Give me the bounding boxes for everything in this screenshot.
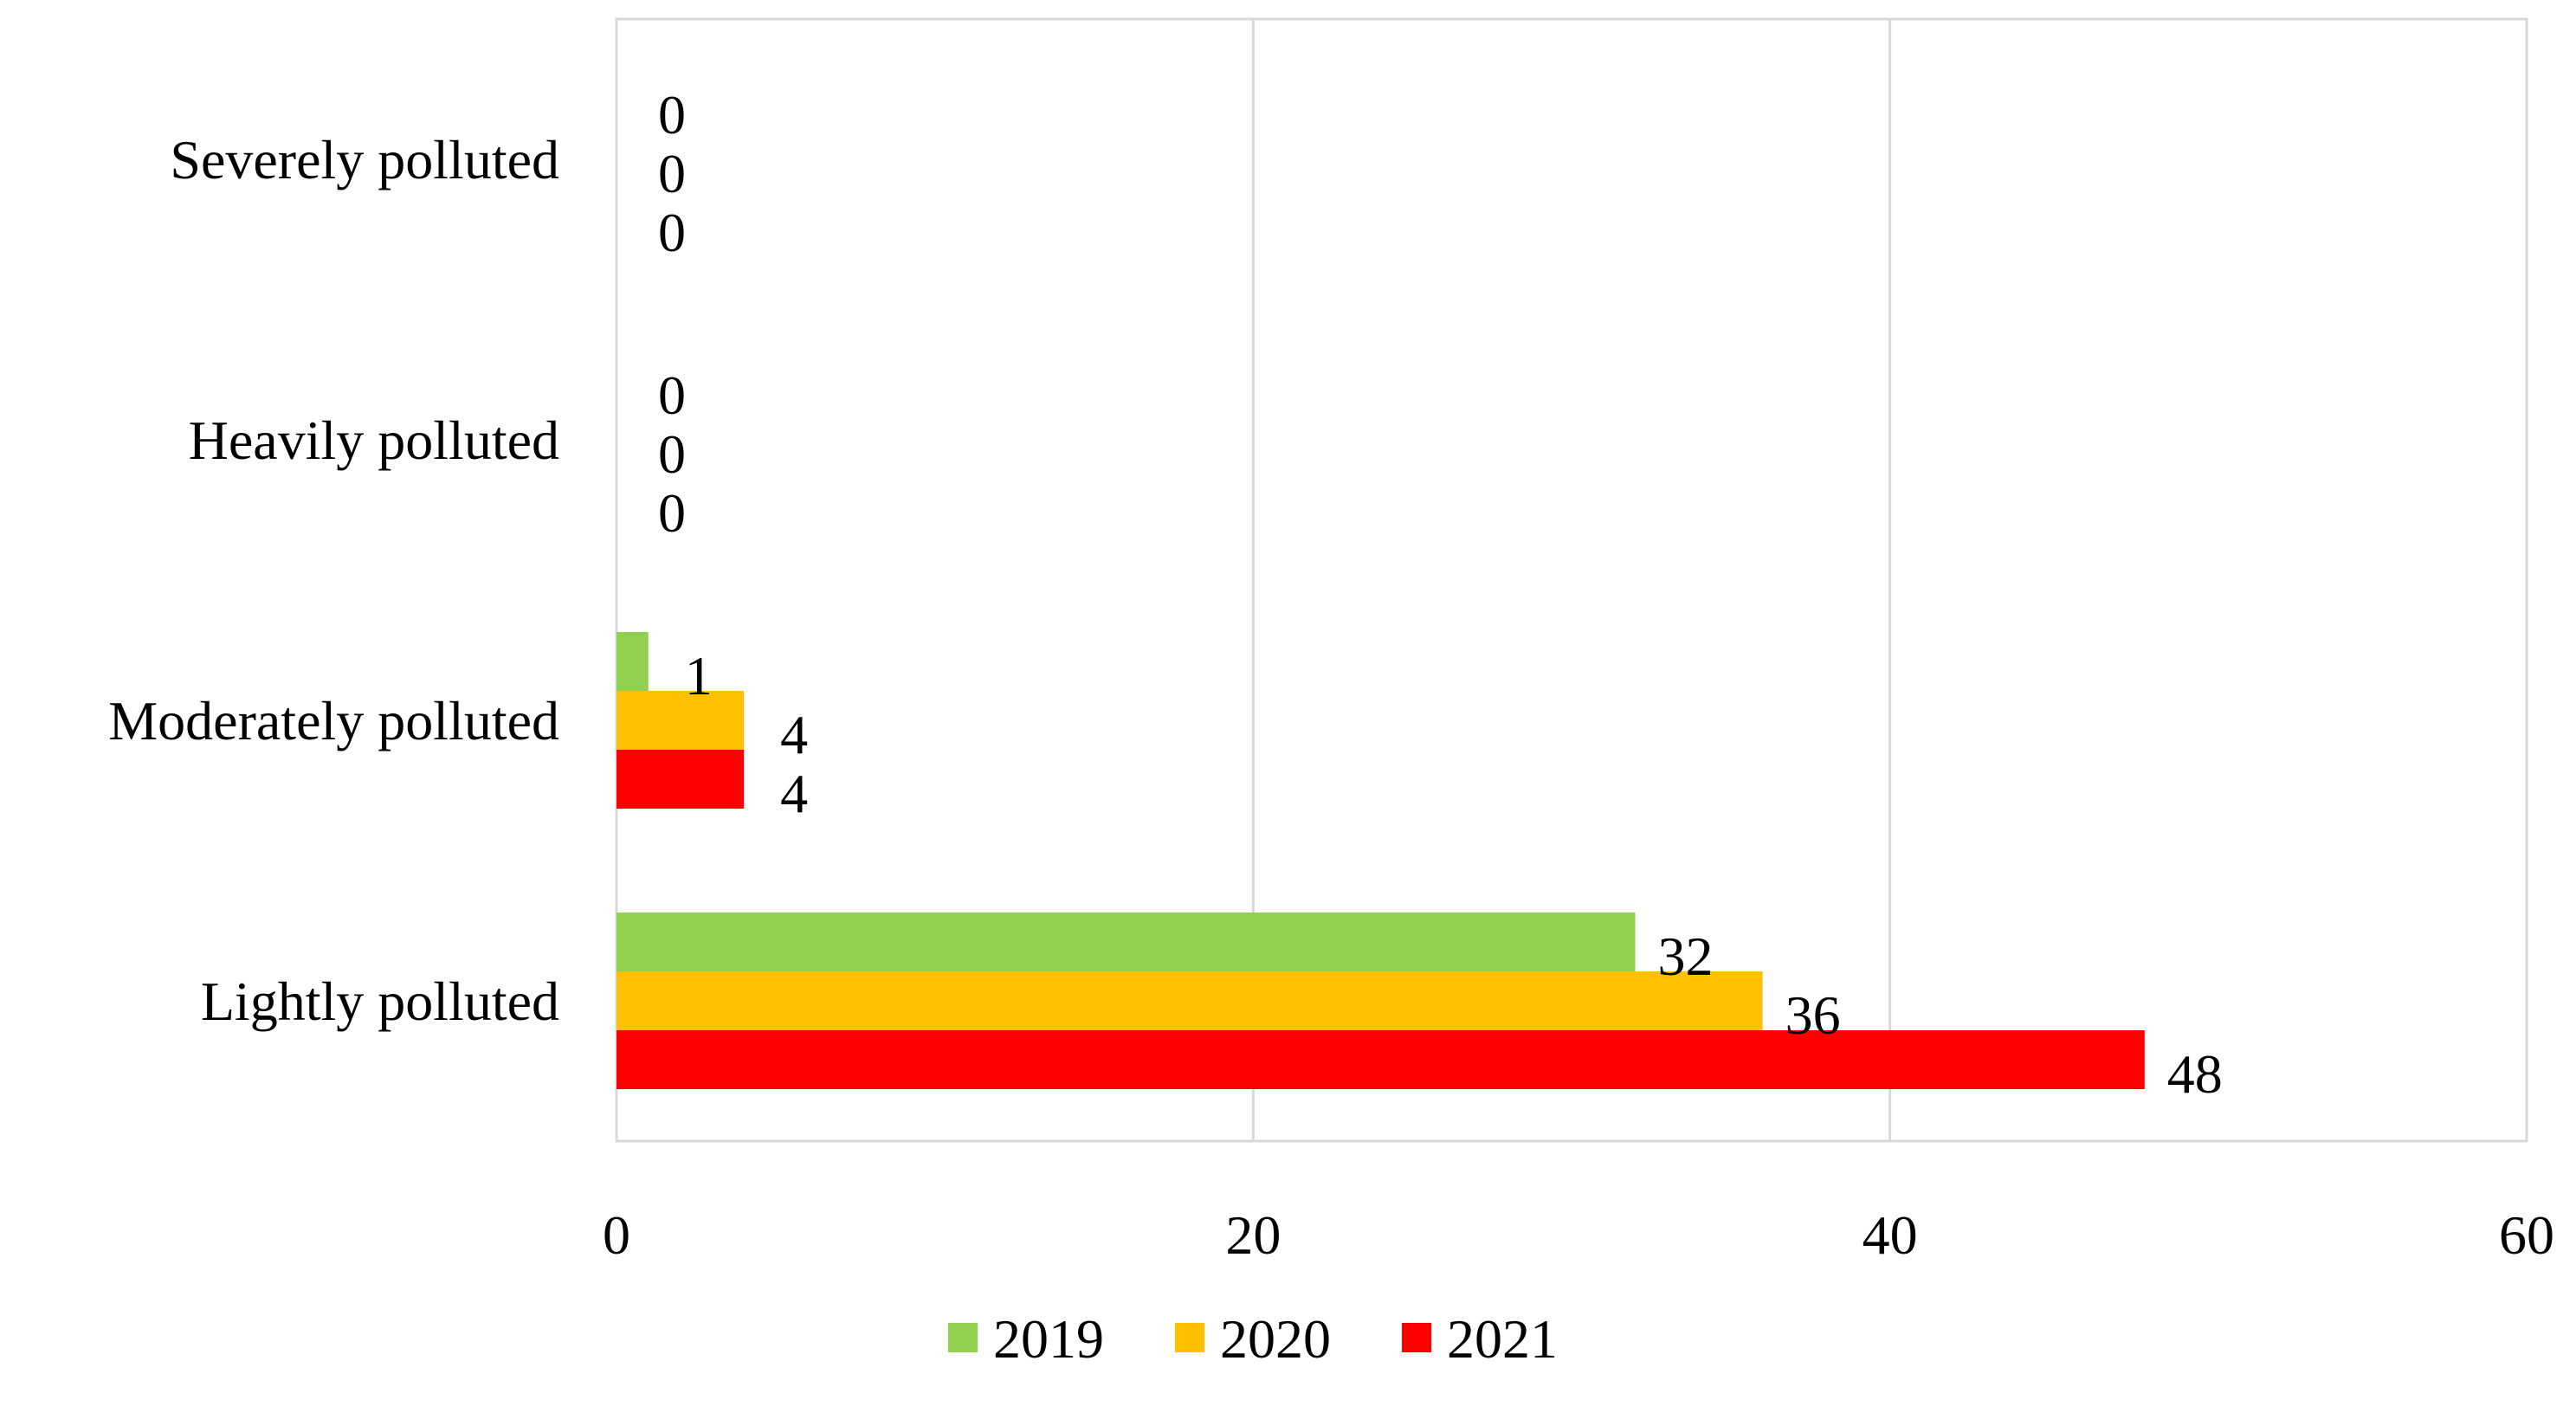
bar-2019-lightly-polluted — [617, 913, 1636, 971]
data-label-2020-heavily-polluted: 0 — [658, 423, 686, 485]
legend-swatch-2020 — [1175, 1323, 1204, 1352]
data-label-2021-severely-polluted: 0 — [658, 202, 686, 263]
data-label-2021-moderately-polluted: 4 — [780, 763, 808, 824]
bars — [617, 632, 2145, 1089]
category-label-severely-polluted: Severely polluted — [170, 129, 559, 190]
data-label-2021-lightly-polluted: 48 — [2167, 1043, 2223, 1105]
data-label-2019-lightly-polluted: 32 — [1658, 926, 1714, 987]
bar-2019-moderately-polluted — [617, 632, 649, 691]
legend-swatch-2019 — [948, 1323, 978, 1352]
bar-2021-moderately-polluted — [617, 750, 745, 809]
bar-2021-lightly-polluted — [617, 1030, 2145, 1089]
x-tick-label-40: 40 — [1863, 1204, 1918, 1266]
data-label-2021-heavily-polluted: 0 — [658, 482, 686, 544]
data-label-2019-heavily-polluted: 0 — [658, 364, 686, 426]
data-label-2019-moderately-polluted: 1 — [685, 645, 713, 706]
bar-2020-lightly-polluted — [617, 971, 1763, 1030]
x-tick-labels: 0 20 40 60 — [603, 1204, 2554, 1266]
data-label-2019-severely-polluted: 0 — [658, 84, 686, 145]
legend-label-2020: 2020 — [1220, 1308, 1331, 1370]
data-label-2020-severely-polluted: 0 — [658, 143, 686, 204]
category-label-heavily-polluted: Heavily polluted — [189, 410, 559, 471]
x-tick-label-0: 0 — [603, 1204, 630, 1266]
legend-label-2019: 2019 — [993, 1308, 1104, 1370]
category-label-lightly-polluted: Lightly polluted — [201, 971, 559, 1032]
x-tick-label-60: 60 — [2499, 1204, 2554, 1266]
legend-label-2021: 2021 — [1447, 1308, 1558, 1370]
category-labels: Lightly polluted Moderately polluted Heavi… — [108, 129, 559, 1032]
category-label-moderately-polluted: Moderately polluted — [108, 690, 559, 751]
x-tick-label-20: 20 — [1225, 1204, 1281, 1266]
legend-swatch-2021 — [1402, 1323, 1431, 1352]
data-label-2020-lightly-polluted: 36 — [1785, 984, 1841, 1046]
bar-2020-moderately-polluted — [617, 691, 745, 750]
data-label-2020-moderately-polluted: 4 — [780, 704, 808, 765]
legend: 2019 2020 2021 — [948, 1308, 1558, 1370]
